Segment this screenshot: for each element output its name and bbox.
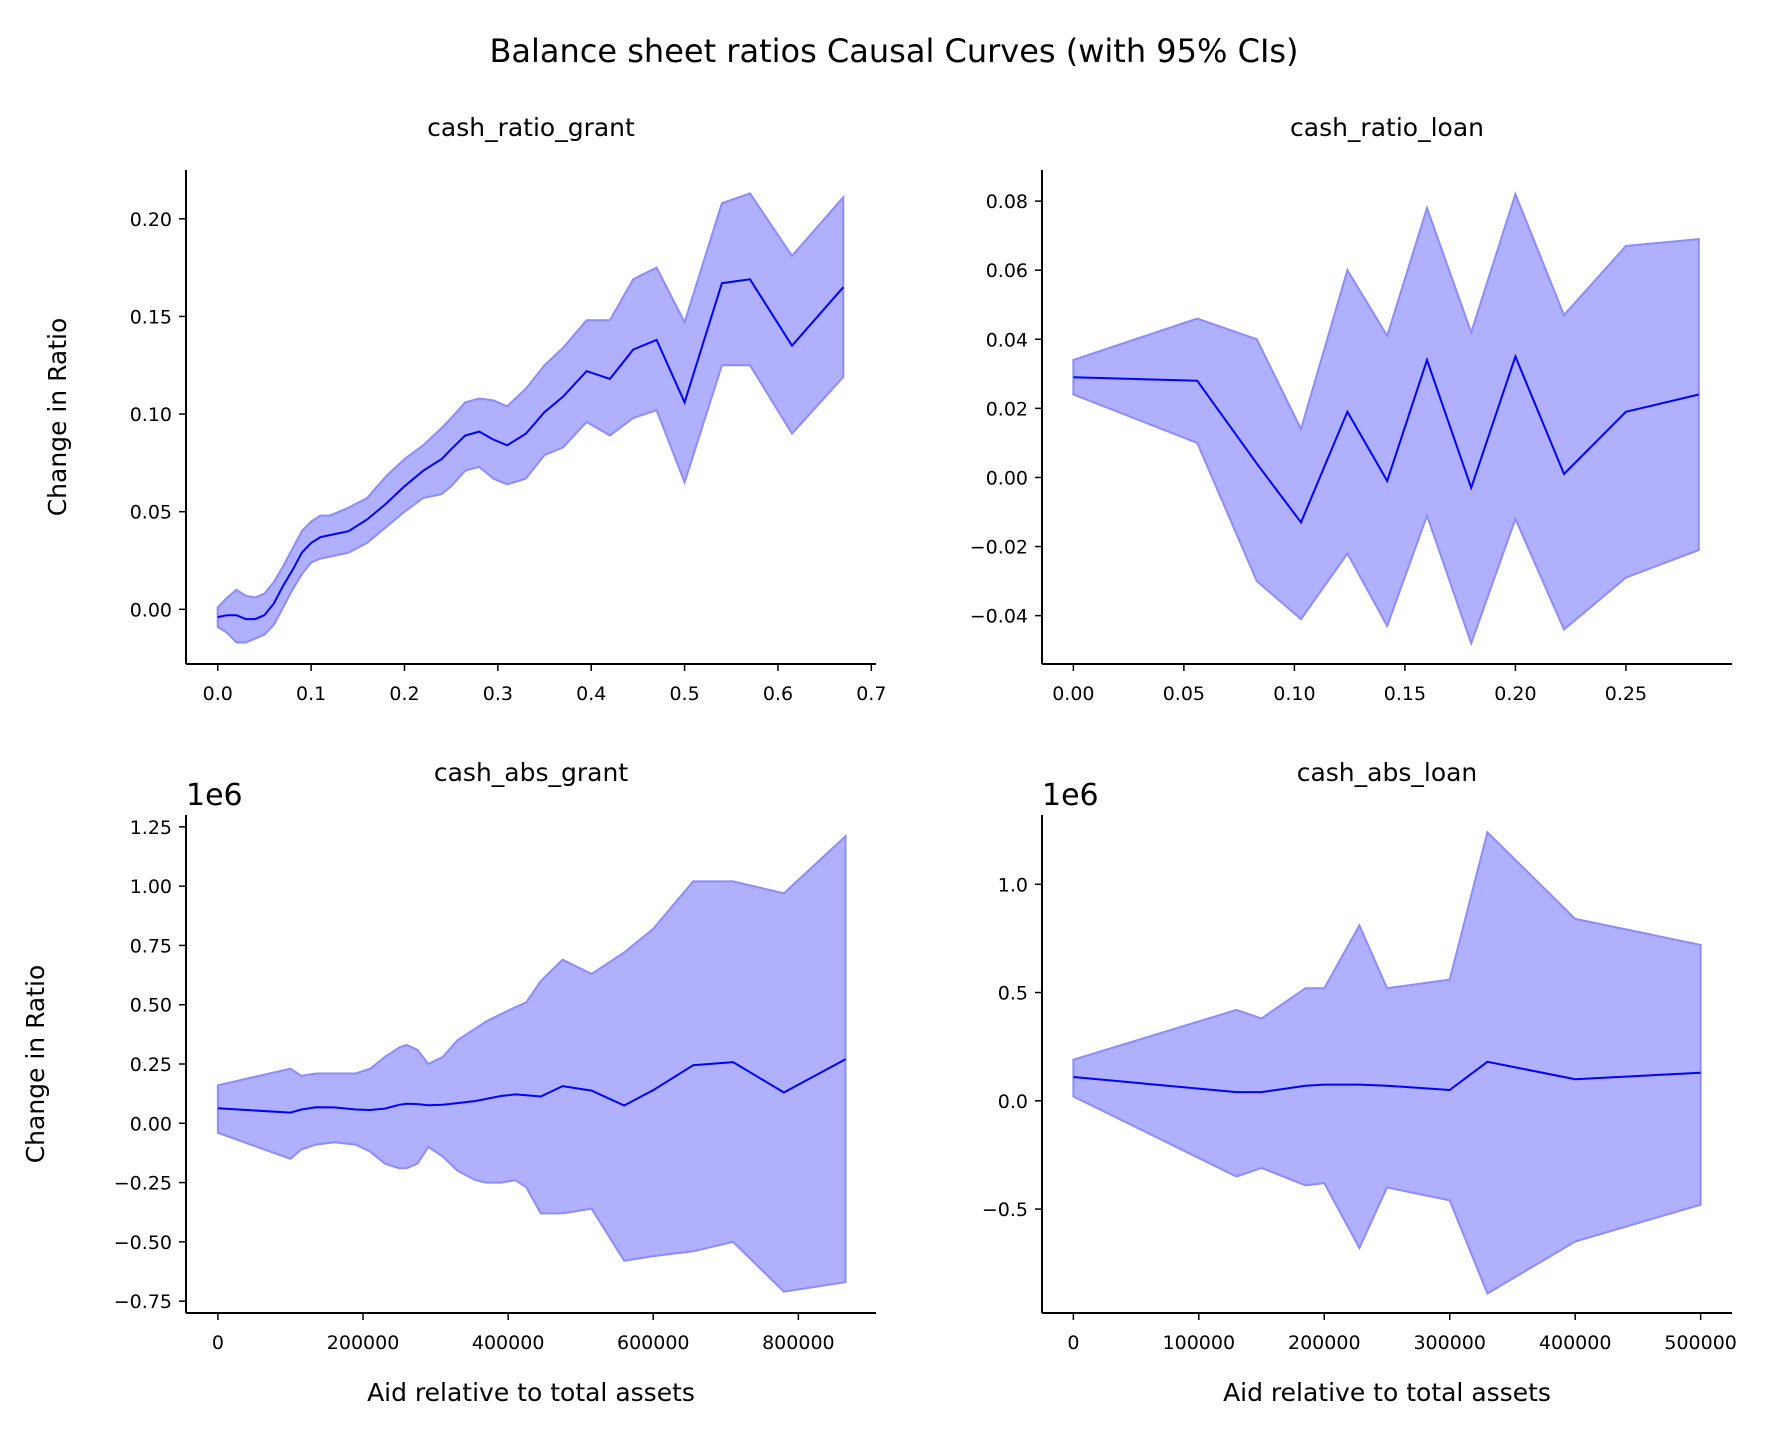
- subplot-cash_abs_loan: 0 100000 200000 300000 400000 500000 −0.5 0.0 0.…: [982, 758, 1737, 1407]
- y-tick-label: 0.25: [130, 1054, 172, 1076]
- x-tick-label: 300000: [1413, 1332, 1486, 1354]
- y-tick-label: 1.25: [130, 817, 172, 839]
- y-tick-label: 0.5: [998, 983, 1028, 1005]
- x-axis-label: Aid relative to total assets: [1223, 1378, 1551, 1407]
- x-tick-label: 0.25: [1605, 683, 1647, 705]
- y-tick-label: 0.00: [986, 467, 1028, 489]
- y-tick-label: −0.5: [982, 1199, 1028, 1221]
- y-tick-label: 0.00: [130, 1113, 172, 1135]
- y-axis-label: Change in Ratio: [21, 965, 50, 1164]
- subplot-cash_ratio_loan: 0.00 0.05 0.10 0.15 0.20 0.25 −0.04 −0.02 0.00 0.…: [970, 113, 1732, 705]
- y-tick-label: 0.06: [986, 260, 1028, 282]
- x-tick-label: 0.05: [1163, 683, 1205, 705]
- y-tick-label: 0.05: [130, 502, 172, 524]
- mean-curve: [217, 1058, 846, 1114]
- x-tick-label: 800000: [762, 1332, 835, 1354]
- y-axis-label: Change in Ratio: [43, 318, 72, 517]
- confidence-band: [1072, 191, 1700, 647]
- subplot-cash_abs_grant: 0 200000 400000 600000 800000 −0.75 −0.50 −0.25…: [21, 758, 876, 1407]
- y-tick-label: −0.50: [114, 1232, 172, 1254]
- subplot-cash_ratio_grant: 0.0 0.1 0.2 0.3 0.4 0.5 0.6 0.7 0.00 0.05 0.10 0.15…: [43, 113, 886, 705]
- y-tick-label: 0.75: [130, 935, 172, 957]
- x-tick-label: 200000: [327, 1332, 400, 1354]
- x-axis-label: Aid relative to total assets: [367, 1378, 695, 1407]
- x-tick-label: 0.15: [1384, 683, 1426, 705]
- x-tick-label: 600000: [617, 1332, 690, 1354]
- confidence-band: [1072, 830, 1702, 1295]
- y-tick-label: −0.04: [970, 606, 1028, 628]
- y-tick-label: 0.10: [130, 404, 172, 426]
- y-tick-label: −0.02: [970, 537, 1028, 559]
- y-tick-label: 0.08: [986, 191, 1028, 213]
- axis-offset-label: 1e6: [1042, 778, 1099, 813]
- y-tick-label: 0.50: [130, 995, 172, 1017]
- x-tick-label: 500000: [1664, 1332, 1737, 1354]
- mean-curve: [1073, 353, 1700, 525]
- figure-title: Balance sheet ratios Causal Curves (with…: [489, 32, 1298, 70]
- x-tick-label: 0: [212, 1332, 224, 1354]
- x-tick-label: 0.00: [1052, 683, 1094, 705]
- x-tick-label: 0.6: [763, 683, 793, 705]
- y-tick-label: 0.00: [130, 599, 172, 621]
- y-tick-label: −0.25: [114, 1173, 172, 1195]
- x-tick-label: 0.3: [483, 683, 513, 705]
- confidence-band: [216, 834, 847, 1293]
- x-tick-label: 400000: [1539, 1332, 1612, 1354]
- x-tick-label: 0.5: [669, 683, 699, 705]
- x-tick-label: 200000: [1288, 1332, 1361, 1354]
- y-tick-label: 0.20: [130, 209, 172, 231]
- subplot-title: cash_abs_grant: [434, 758, 628, 787]
- mean-curve: [217, 278, 845, 621]
- axis-offset-label: 1e6: [186, 778, 243, 813]
- y-tick-label: 0.04: [986, 329, 1028, 351]
- subplot-title: cash_abs_loan: [1297, 758, 1478, 787]
- x-tick-label: 0.7: [856, 683, 886, 705]
- x-tick-label: 0.4: [576, 683, 606, 705]
- x-tick-label: 0.1: [296, 683, 326, 705]
- y-tick-label: 0.15: [130, 306, 172, 328]
- mean-curve: [1073, 1060, 1701, 1094]
- x-tick-label: 400000: [472, 1332, 545, 1354]
- subplot-title: cash_ratio_grant: [427, 113, 635, 142]
- y-tick-label: 0.0: [998, 1091, 1028, 1113]
- y-tick-label: 0.02: [986, 398, 1028, 420]
- subplot-title: cash_ratio_loan: [1290, 113, 1484, 142]
- y-tick-label: 1.0: [998, 874, 1028, 896]
- y-tick-label: 1.00: [130, 876, 172, 898]
- x-tick-label: 0.10: [1273, 683, 1315, 705]
- x-tick-label: 100000: [1163, 1332, 1236, 1354]
- x-tick-label: 0.20: [1494, 683, 1536, 705]
- x-tick-label: 0: [1067, 1332, 1079, 1354]
- x-tick-label: 0.0: [203, 683, 233, 705]
- y-tick-label: −0.75: [114, 1291, 172, 1313]
- confidence-band: [216, 192, 845, 644]
- x-tick-label: 0.2: [389, 683, 419, 705]
